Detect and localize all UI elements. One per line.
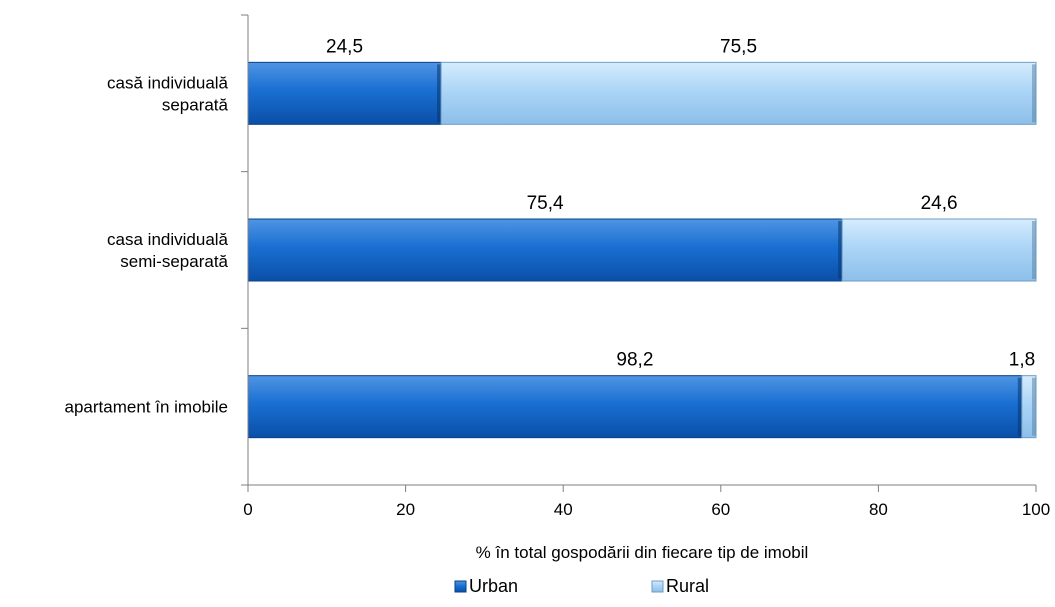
x-tick-label: 100	[1022, 500, 1050, 519]
category-label: casă individuală	[107, 73, 229, 92]
bar-edge-urban	[838, 221, 843, 279]
bar-rural	[841, 218, 1037, 282]
bar-urban	[247, 61, 442, 125]
category-label: casa individuală	[107, 230, 229, 249]
data-label-urban: 75,4	[527, 193, 564, 214]
data-label-rural: 24,6	[921, 193, 958, 214]
bars: 24,5 75,5 75,4 24,6 98,2 1,8	[247, 36, 1037, 439]
bar-edge-urban	[1017, 377, 1022, 436]
category-labels: casă individuală separată casa individuală…	[65, 73, 229, 416]
bar-rural	[440, 61, 1037, 125]
x-tick-label: 40	[554, 500, 573, 519]
bar-edge-rural	[1032, 377, 1036, 436]
bar-edge-urban	[437, 64, 442, 123]
category-label: semi-separată	[120, 252, 228, 271]
bar-edge-rural	[1032, 64, 1036, 123]
bar-edge-rural	[1032, 221, 1036, 279]
legend-label-rural: Rural	[666, 576, 709, 596]
legend-swatch-urban	[454, 580, 467, 593]
data-label-urban: 98,2	[616, 350, 653, 371]
legend: Urban Rural	[454, 576, 709, 596]
x-tick-label: 0	[243, 500, 252, 519]
x-tick-label: 20	[396, 500, 415, 519]
x-tick-label: 60	[711, 500, 730, 519]
legend-label-urban: Urban	[469, 576, 518, 596]
data-label-urban: 24,5	[326, 36, 363, 57]
data-label-rural: 75,5	[720, 36, 757, 57]
data-label-rural: 1,8	[1009, 350, 1035, 371]
x-tick-label: 80	[869, 500, 888, 519]
bar-urban	[247, 218, 843, 282]
x-axis-title: % în total gospodării din fiecare tip de…	[476, 543, 809, 562]
category-label: apartament în imobile	[65, 398, 228, 417]
axes: 0 20 40 60 80 100	[241, 14, 1050, 519]
legend-swatch-rural	[651, 580, 664, 593]
bar-urban	[247, 375, 1023, 439]
category-label: separată	[162, 95, 229, 114]
